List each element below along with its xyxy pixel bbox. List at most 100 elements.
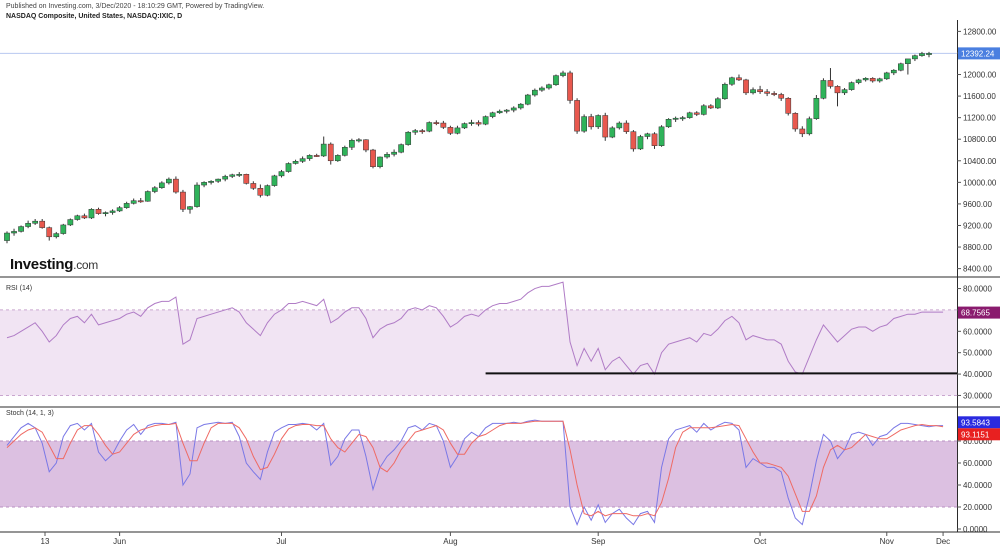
candle-body bbox=[848, 82, 855, 90]
symbol-title: NASDAQ Composite, United States, NASDAQ:… bbox=[6, 13, 183, 20]
candle-body bbox=[461, 123, 468, 129]
candle-body bbox=[306, 155, 313, 159]
candle-body bbox=[616, 122, 623, 129]
candle-body bbox=[81, 215, 88, 219]
stoch-d-value: 93.1151 bbox=[961, 430, 990, 439]
candle-body bbox=[285, 163, 292, 172]
candle-body bbox=[222, 176, 229, 180]
x-tick-label: Nov bbox=[880, 537, 894, 546]
candle-body bbox=[370, 149, 376, 167]
candle-body bbox=[855, 79, 862, 83]
candle-body bbox=[166, 178, 172, 184]
candle-body bbox=[475, 122, 482, 125]
stoch-tick-label: 60.0000 bbox=[963, 459, 992, 468]
candle-body bbox=[707, 105, 714, 109]
candle-body bbox=[349, 140, 355, 148]
candle-body bbox=[912, 55, 918, 60]
last-price-badge bbox=[958, 47, 1000, 60]
rsi-band bbox=[0, 309, 957, 396]
stoch-panel: Stoch (14, 1, 3) bbox=[0, 410, 957, 526]
candle-body bbox=[398, 144, 404, 153]
candle-body bbox=[419, 130, 426, 133]
candle-body bbox=[517, 103, 524, 109]
x-tick-label: 13 bbox=[41, 537, 50, 546]
stoch-k-line bbox=[6, 419, 944, 526]
candle-body bbox=[736, 77, 742, 81]
candle-body bbox=[665, 119, 672, 128]
candle-body bbox=[862, 78, 869, 81]
last-price-value: 12392.24 bbox=[961, 49, 995, 58]
candle-body bbox=[785, 97, 792, 114]
rsi-value-badge bbox=[958, 306, 1000, 319]
x-tick-label: Aug bbox=[443, 537, 457, 546]
candle-body bbox=[637, 136, 644, 150]
price-panel bbox=[0, 51, 957, 244]
stoch-k-badge bbox=[958, 416, 1000, 429]
candle-body bbox=[60, 224, 67, 234]
candle-body bbox=[25, 223, 31, 227]
candle-body bbox=[609, 127, 616, 138]
candle-body bbox=[468, 122, 475, 124]
candle-body bbox=[546, 84, 552, 89]
price-tick-label: 9600.00 bbox=[963, 200, 992, 209]
candle-body bbox=[883, 72, 890, 80]
candle-body bbox=[764, 91, 770, 94]
price-tick-label: 10400.00 bbox=[963, 157, 997, 166]
price-tick-label: 11200.00 bbox=[963, 114, 996, 123]
candle-body bbox=[693, 112, 700, 115]
candle-body bbox=[905, 58, 911, 64]
candle-body bbox=[454, 127, 461, 134]
candle-body bbox=[510, 107, 517, 111]
price-tick-label: 8800.00 bbox=[963, 243, 992, 252]
candle-body bbox=[806, 118, 813, 135]
candle-body bbox=[278, 171, 285, 177]
candle-body bbox=[869, 78, 876, 82]
candle-body bbox=[116, 207, 123, 212]
rsi-line bbox=[6, 281, 944, 376]
stoch-d-line bbox=[6, 420, 944, 517]
price-tick-label: 12000.00 bbox=[963, 71, 997, 80]
candle-body bbox=[158, 182, 165, 188]
candle-body bbox=[841, 89, 848, 94]
candle-body bbox=[581, 116, 587, 132]
candle-body bbox=[729, 77, 735, 85]
candle-body bbox=[123, 203, 130, 208]
candle-body bbox=[384, 154, 390, 158]
candle-body bbox=[602, 115, 609, 138]
candle-body bbox=[95, 209, 102, 214]
candle-body bbox=[299, 158, 306, 162]
panel-frames bbox=[0, 20, 1000, 533]
candle-body bbox=[771, 93, 778, 95]
candle-body bbox=[102, 212, 109, 214]
axis-labels: 12800.0012400.0012000.0011600.0011200.00… bbox=[41, 27, 1000, 546]
candle-body bbox=[679, 117, 686, 120]
candle-body bbox=[377, 156, 383, 167]
price-tick-label: 8400.00 bbox=[963, 265, 992, 274]
x-tick-label: Sep bbox=[591, 537, 606, 546]
x-tick-label: Jul bbox=[276, 537, 286, 546]
candle-body bbox=[651, 133, 658, 146]
stoch-band bbox=[0, 441, 957, 507]
logo-brand: Investing bbox=[10, 256, 74, 273]
price-tick-label: 12800.00 bbox=[963, 27, 997, 36]
candle-body bbox=[88, 209, 95, 219]
rsi-title: RSI (14) bbox=[6, 285, 32, 292]
candle-body bbox=[236, 174, 243, 176]
candle-body bbox=[897, 63, 904, 71]
candle-body bbox=[74, 215, 81, 220]
candle-body bbox=[327, 143, 334, 162]
price-tick-label: 10000.00 bbox=[963, 178, 997, 187]
candle-body bbox=[489, 112, 496, 117]
candle-body bbox=[926, 53, 932, 55]
candle-body bbox=[820, 80, 827, 99]
candle-body bbox=[180, 191, 186, 210]
candle-body bbox=[229, 174, 236, 177]
rsi-panel: RSI (14) bbox=[0, 281, 957, 396]
candle-body bbox=[750, 89, 756, 94]
candle-body bbox=[173, 178, 179, 193]
x-tick-label: Dec bbox=[936, 537, 950, 546]
candle-body bbox=[356, 139, 362, 142]
candle-body bbox=[292, 161, 299, 164]
